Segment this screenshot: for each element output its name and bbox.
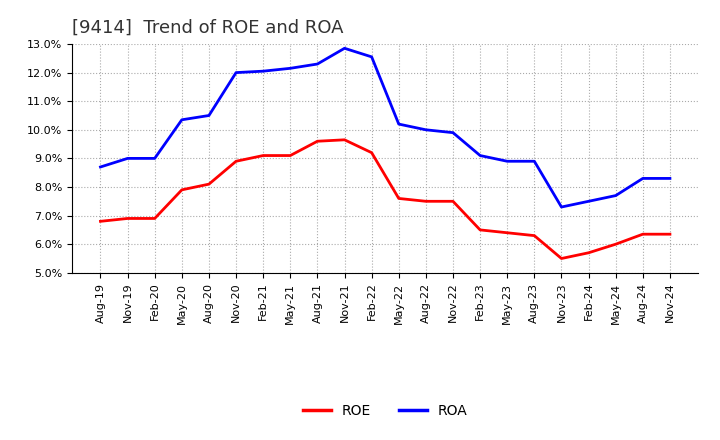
ROE [421,199,430,204]
ROE [557,256,566,261]
ROE [449,199,457,204]
ROE [665,231,674,237]
ROE [503,230,511,235]
ROE [476,227,485,232]
ROA [476,153,485,158]
ROE [341,137,349,143]
ROA [96,165,105,170]
ROE [178,187,186,192]
ROA [421,127,430,132]
ROA [150,156,159,161]
ROA [584,199,593,204]
ROA [557,204,566,210]
ROA [665,176,674,181]
ROA [367,54,376,59]
Line: ROE: ROE [101,140,670,258]
ROE [367,150,376,155]
ROA [530,159,539,164]
ROE [286,153,294,158]
ROA [204,113,213,118]
ROE [584,250,593,255]
ROE [639,231,647,237]
ROE [150,216,159,221]
ROA [611,193,620,198]
ROA [286,66,294,71]
Legend: ROE, ROA: ROE, ROA [297,399,473,424]
ROA [313,61,322,66]
ROE [611,242,620,247]
ROE [313,139,322,144]
Text: [9414]  Trend of ROE and ROA: [9414] Trend of ROE and ROA [72,19,343,37]
ROA [341,46,349,51]
ROA [123,156,132,161]
ROE [96,219,105,224]
ROA [259,69,268,74]
ROE [204,181,213,187]
ROA [232,70,240,75]
ROE [395,196,403,201]
ROA [503,159,511,164]
ROA [395,121,403,127]
ROE [259,153,268,158]
ROE [232,159,240,164]
ROA [449,130,457,136]
ROA [639,176,647,181]
ROA [178,117,186,122]
ROE [123,216,132,221]
Line: ROA: ROA [101,48,670,207]
ROE [530,233,539,238]
